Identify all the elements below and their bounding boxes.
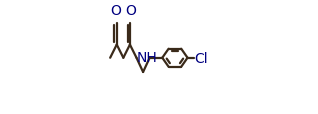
Text: NH: NH xyxy=(137,50,157,64)
Text: O: O xyxy=(125,4,136,18)
Text: O: O xyxy=(110,4,121,18)
Text: Cl: Cl xyxy=(194,51,208,65)
